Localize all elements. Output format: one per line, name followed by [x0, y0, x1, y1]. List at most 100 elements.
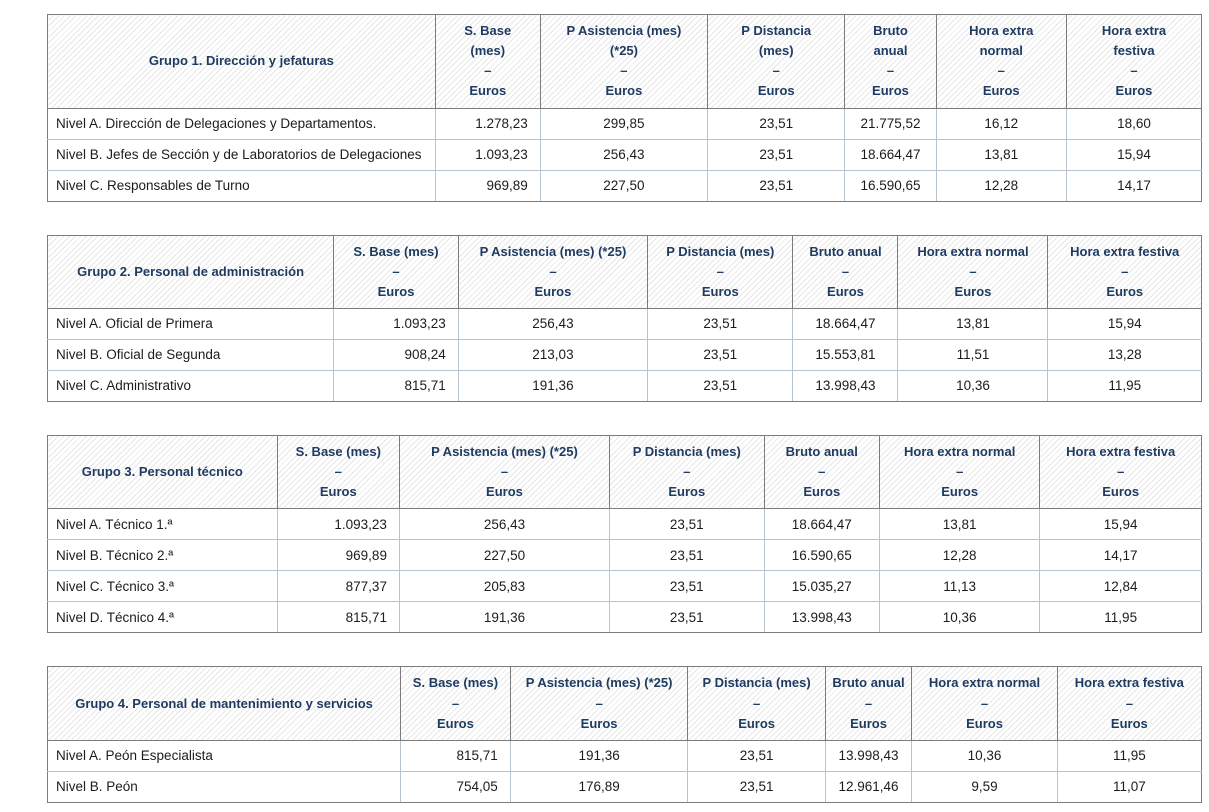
value-cell: 1.278,23 [434, 107, 541, 140]
column-header: P Distancia (mes) – Euros [647, 234, 794, 309]
header-row: Grupo 2. Personal de administración S. Ba… [46, 234, 1202, 309]
column-header: P Distancia (mes) – Euros [608, 434, 765, 510]
column-header: Hora extra normal – Euros [897, 234, 1049, 309]
column-header: Bruto anual – Euros [844, 14, 937, 109]
column-header: Hora extra normal – Euros [935, 14, 1067, 109]
value-cell: 176,89 [509, 770, 689, 803]
value-cell: 14,17 [1039, 539, 1202, 572]
value-cell: 16.590,65 [763, 539, 880, 572]
value-cell: 23,51 [647, 307, 794, 340]
value-cell: 9,59 [911, 770, 1058, 803]
column-header: S. Base (mes) – Euros [333, 234, 459, 309]
value-cell: 815,71 [333, 369, 459, 402]
column-header: S. Base (mes) – Euros [434, 14, 541, 109]
value-cell: 23,51 [687, 739, 826, 772]
table-row: Nivel C. Administrativo 815,71 191,36 23,51… [46, 369, 1202, 402]
value-cell: 13,81 [897, 307, 1049, 340]
level-label: Nivel C. Responsables de Turno [47, 169, 436, 202]
column-header: Bruto anual – Euros [792, 234, 899, 309]
header-row: Grupo 4. Personal de mantenimiento y ser… [46, 666, 1203, 741]
value-cell: 1.093,23 [333, 307, 459, 340]
value-cell: 969,89 [434, 169, 541, 202]
value-cell: 13.998,43 [763, 601, 880, 634]
table-row: Nivel B. Técnico 2.ª 969,89 227,50 23,51 16.… [47, 539, 1202, 572]
value-cell: 11,13 [878, 570, 1041, 603]
group-title: Grupo 1. Dirección y jefaturas [47, 14, 436, 109]
value-cell: 13.998,43 [792, 369, 899, 402]
value-cell: 227,50 [539, 169, 709, 202]
column-header: Bruto anual – Euros [763, 434, 880, 510]
value-cell: 15,94 [1065, 138, 1203, 171]
column-header: Hora extra normal – Euros [911, 666, 1058, 741]
table-row: Nivel B. Oficial de Segunda 908,24 213,03 2… [46, 338, 1202, 371]
table-row: Nivel A. Técnico 1.ª 1.093,23 256,43 23,51 1… [47, 508, 1202, 541]
value-cell: 18.664,47 [844, 138, 937, 171]
column-header: Hora extra festiva – Euros [1056, 666, 1203, 741]
value-cell: 815,71 [276, 601, 400, 634]
table-grupo-3-personal-tecnico: Grupo 3. Personal técnico S. Base (mes) –… [47, 434, 1202, 634]
value-cell: 18.664,47 [792, 307, 899, 340]
value-cell: 10,36 [878, 601, 1041, 634]
column-header: Bruto anual – Euros [824, 666, 913, 741]
value-cell: 11,95 [1056, 739, 1203, 772]
value-cell: 213,03 [457, 338, 649, 371]
value-cell: 23,51 [608, 539, 765, 572]
header-row: Grupo 1. Dirección y jefaturas S. Base (m… [47, 14, 1203, 109]
value-cell: 13,81 [935, 138, 1067, 171]
value-cell: 256,43 [398, 508, 610, 541]
value-cell: 15.553,81 [792, 338, 899, 371]
table-grupo-2-personal-de-administracion: Grupo 2. Personal de administración S. Ba… [46, 234, 1202, 402]
level-label: Nivel A. Peón Especialista [46, 739, 402, 772]
value-cell: 10,36 [911, 739, 1058, 772]
value-cell: 1.093,23 [276, 508, 400, 541]
value-cell: 21.775,52 [844, 107, 937, 140]
level-label: Nivel A. Oficial de Primera [46, 307, 335, 340]
level-label: Nivel B. Técnico 2.ª [47, 539, 278, 572]
value-cell: 12,84 [1039, 570, 1202, 603]
group-title: Grupo 4. Personal de mantenimiento y ser… [46, 666, 402, 741]
value-cell: 16.590,65 [844, 169, 937, 202]
column-header: Hora extra festiva – Euros [1047, 234, 1202, 309]
column-header: S. Base (mes) – Euros [400, 666, 511, 741]
value-cell: 191,36 [509, 739, 689, 772]
level-label: Nivel C. Técnico 3.ª [47, 570, 278, 603]
level-label: Nivel B. Peón [46, 770, 402, 803]
value-cell: 12.961,46 [824, 770, 913, 803]
table-row: Nivel C. Responsables de Turno 969,89 227,… [47, 169, 1203, 202]
value-cell: 16,12 [935, 107, 1067, 140]
table-grupo-4-personal-de-mantenimiento-y-servicios: Grupo 4. Personal de mantenimiento y ser… [46, 666, 1203, 803]
value-cell: 13,28 [1047, 338, 1202, 371]
value-cell: 23,51 [707, 138, 846, 171]
table-row: Nivel A. Dirección de Delegaciones y Dep… [47, 107, 1203, 140]
value-cell: 11,51 [897, 338, 1049, 371]
value-cell: 11,95 [1039, 601, 1202, 634]
header-row: Grupo 3. Personal técnico S. Base (mes) –… [47, 434, 1202, 510]
value-cell: 969,89 [276, 539, 400, 572]
value-cell: 191,36 [398, 601, 610, 634]
level-label: Nivel A. Técnico 1.ª [47, 508, 278, 541]
value-cell: 15,94 [1047, 307, 1202, 340]
value-cell: 15,94 [1039, 508, 1202, 541]
column-header: Hora extra normal – Euros [878, 434, 1041, 510]
column-header: P Distancia (mes) – Euros [687, 666, 826, 741]
level-label: Nivel C. Administrativo [46, 369, 335, 402]
level-label: Nivel D. Técnico 4.ª [47, 601, 278, 634]
value-cell: 908,24 [333, 338, 459, 371]
value-cell: 12,28 [878, 539, 1041, 572]
column-header: P Asistencia (mes) (*25) – Euros [457, 234, 649, 309]
column-header: S. Base (mes) – Euros [276, 434, 400, 510]
value-cell: 299,85 [539, 107, 709, 140]
column-header: Hora extra festiva – Euros [1065, 14, 1203, 109]
value-cell: 12,28 [935, 169, 1067, 202]
value-cell: 23,51 [608, 570, 765, 603]
value-cell: 754,05 [400, 770, 511, 803]
value-cell: 815,71 [400, 739, 511, 772]
column-header: P Asistencia (mes) (*25) – Euros [509, 666, 689, 741]
column-header: P Asistencia (mes) (*25) – Euros [539, 14, 709, 109]
value-cell: 10,36 [897, 369, 1049, 402]
group-title: Grupo 3. Personal técnico [47, 434, 278, 510]
value-cell: 23,51 [687, 770, 826, 803]
value-cell: 227,50 [398, 539, 610, 572]
value-cell: 11,07 [1056, 770, 1203, 803]
